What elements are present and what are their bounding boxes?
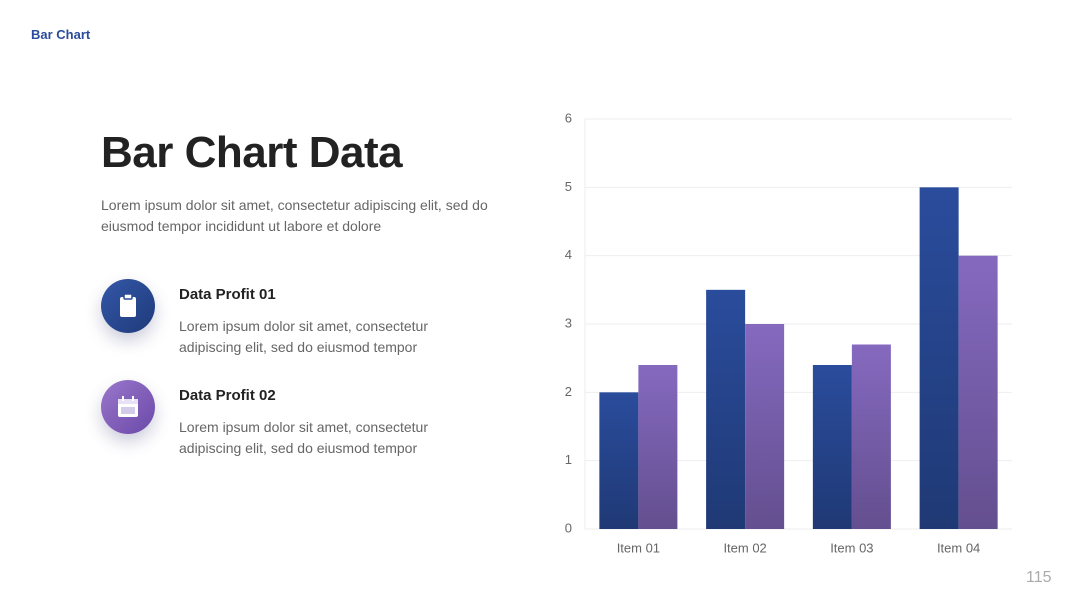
clipboard-glyph xyxy=(120,293,136,317)
y-tick-label: 6 xyxy=(565,110,572,125)
item-title: Data Profit 01 xyxy=(179,286,276,303)
y-tick-label: 0 xyxy=(565,520,572,535)
x-tick-label: Item 04 xyxy=(937,540,980,555)
y-tick-label: 5 xyxy=(565,179,572,194)
slide-title: Bar Chart Data xyxy=(101,128,403,177)
x-tick-label: Item 01 xyxy=(617,540,660,555)
y-tick-label: 3 xyxy=(565,315,572,330)
y-tick-label: 2 xyxy=(565,384,572,399)
x-tick-label: Item 02 xyxy=(723,540,766,555)
bar xyxy=(638,365,678,529)
chart: 0 1 2 3 4 5 6 Item 01 Item 02 Item 03 Item 04 xyxy=(565,110,1012,555)
x-tick-label: Item 03 xyxy=(830,540,873,555)
bar xyxy=(919,187,959,529)
calendar-icon xyxy=(101,380,155,434)
description: Lorem ipsum dolor sit amet, consectetur … xyxy=(101,197,488,234)
page-number: 115 xyxy=(1026,569,1052,586)
item-title: Data Profit 02 xyxy=(179,387,276,404)
bar xyxy=(812,365,852,529)
bar xyxy=(958,255,998,529)
header-label: Bar Chart xyxy=(31,27,91,42)
y-tick-label: 4 xyxy=(565,247,572,262)
bar xyxy=(706,289,746,529)
calendar-glyph xyxy=(118,396,138,417)
bar xyxy=(851,344,891,529)
item-text: Lorem ipsum dolor sit amet, consectetur … xyxy=(179,419,428,456)
bar xyxy=(745,324,785,529)
bar xyxy=(599,392,639,529)
y-tick-label: 1 xyxy=(565,452,572,467)
clipboard-icon xyxy=(101,279,155,333)
item-text: Lorem ipsum dolor sit amet, consectetur … xyxy=(179,318,428,355)
